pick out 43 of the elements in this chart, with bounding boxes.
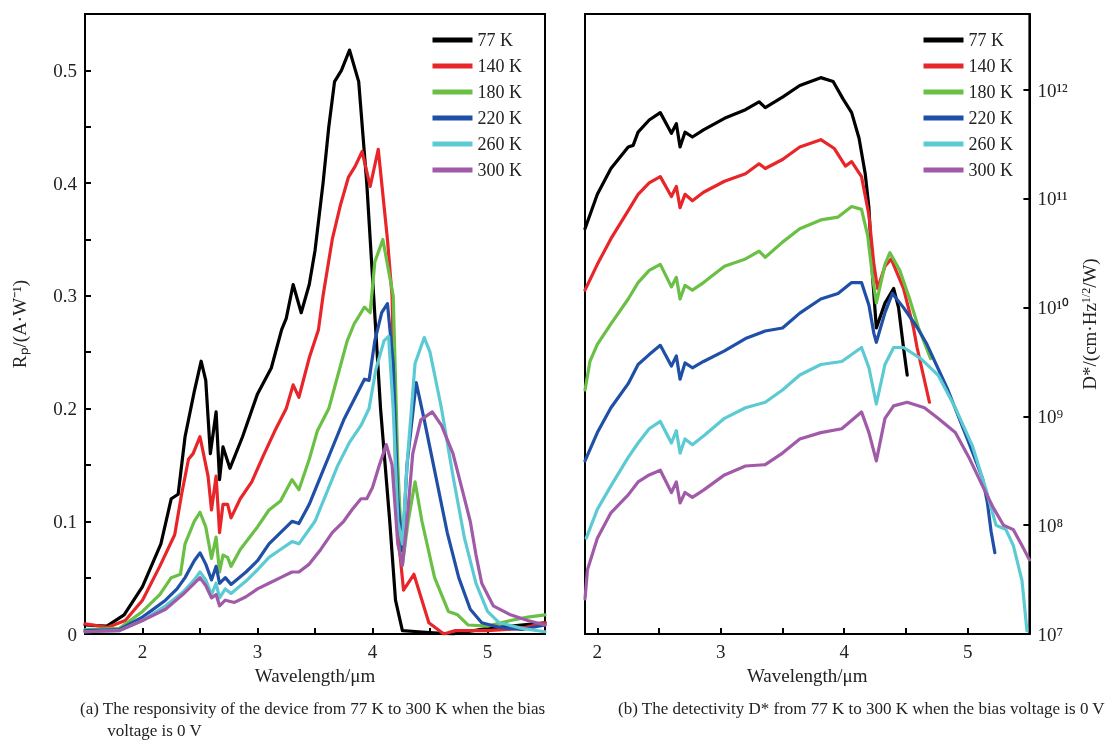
legend-label: 300 K [477,160,522,180]
legend-label: 260 K [968,134,1013,154]
line-series [584,345,1029,633]
x-tick-label: 2 [592,641,603,662]
legend-label: 220 K [477,108,522,128]
legend-label: 300 K [968,160,1013,180]
y-tick-label: 0.5 [53,59,77,81]
line-series [83,410,547,634]
y2-tick-label: 10⁹ [1037,405,1064,427]
y-tick-label: 0.3 [53,285,77,307]
legend-label: 140 K [477,56,522,76]
y-tick-label: 0.1 [53,510,77,532]
legend-label: 180 K [477,82,522,102]
legend-label: 77 K [968,30,1004,50]
x-tick-label: 2 [137,641,148,662]
x-tick-label: 4 [367,641,378,662]
y2-tick-label: 10¹¹ [1037,188,1069,210]
y-tick-label: 0.4 [53,172,78,194]
line-series [583,204,933,392]
y2-tick-label: 10¹⁰ [1037,297,1070,319]
text: (a) The responsivity of the device from 77 K to 300 K when the bias voltage is 0 V [80,698,547,742]
legend-label: 77 K [477,30,513,50]
x-tick-label: 4 [839,641,850,662]
text: (b) The detectivity D* from 77 K to 300 K when the bias voltage is 0 V [618,698,1106,720]
y2-tick-label: 10⁸ [1037,514,1064,536]
x-tick-label: 5 [962,641,973,662]
line-series [583,400,1031,601]
legend-label: 180 K [968,82,1013,102]
y2-axis-title: D*/(cm·Hz1/2/W) [1079,258,1101,390]
x-axis-title: Wavelength/μm [746,664,868,686]
x-tick-label: 3 [252,641,263,662]
x-tick-label: 5 [482,641,493,662]
y2-tick-label: 10¹² [1037,79,1069,101]
legend-label: 140 K [968,56,1013,76]
y-axis-title: Rₚ/(A·W⁻¹) [9,279,31,369]
x-tick-label: 3 [716,641,726,662]
y-tick-label: 0 [67,623,77,645]
y-tick-label: 0.2 [53,398,77,420]
legend-label: 260 K [477,134,522,154]
x-axis-title: Wavelength/μm [254,664,376,686]
line-series [583,138,932,404]
y2-tick-label: 10⁷ [1037,623,1064,645]
legend-label: 220 K [968,108,1013,128]
